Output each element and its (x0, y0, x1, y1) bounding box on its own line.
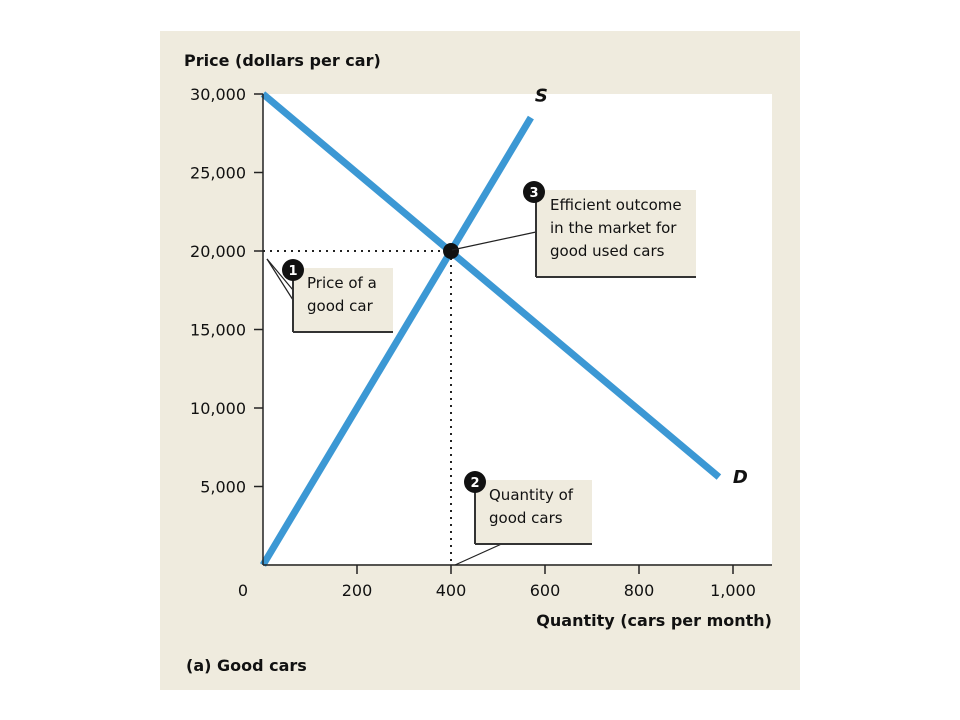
callout-number-badge (464, 471, 486, 493)
callout-number-badge (523, 181, 545, 203)
callout-2: Quantity of good cars 2 (454, 471, 592, 566)
callout-leader-line (266, 258, 294, 291)
y-tick-label: 20,000 (190, 242, 246, 261)
y-tick-label: 30,000 (190, 85, 246, 104)
callout-text-line: good cars (489, 509, 563, 527)
demand-curve (260, 91, 722, 480)
callout-number: 1 (288, 264, 297, 279)
callout-leader-line (451, 231, 537, 251)
callout-leader-line (266, 258, 294, 301)
callout-1: Price of a good car 1 (266, 258, 393, 333)
x-tick-label: 1,000 (710, 581, 756, 600)
y-tick-label: 10,000 (190, 399, 246, 418)
supply-curve (259, 115, 534, 567)
callout-box (475, 480, 592, 544)
callout-box (536, 190, 696, 277)
callout-text-line: good used cars (550, 242, 665, 260)
callout-text-line: Price of a (307, 274, 377, 292)
y-tick-label: 15,000 (190, 321, 246, 340)
callout-text-line: in the market for (550, 219, 677, 237)
callout-3: Efficient outcome in the market for good u… (451, 181, 696, 278)
y-tick-label: 25,000 (190, 164, 246, 183)
callout-number-badge (282, 259, 304, 281)
x-tick-label: 600 (530, 581, 561, 600)
callout-box (293, 268, 393, 332)
callout-text-line: good car (307, 297, 374, 315)
callout-text-line: Quantity of (489, 486, 574, 504)
x-tick-label: 400 (436, 581, 467, 600)
demand-curve-label: D (733, 467, 748, 488)
y-axis-label: Price (dollars per car) (184, 51, 381, 70)
equilibrium-point (443, 243, 459, 259)
supply-curve-label: S (535, 86, 548, 107)
x-tick-label: 200 (342, 581, 373, 600)
callout-number: 3 (529, 186, 538, 201)
callout-number: 2 (470, 476, 479, 491)
figure-caption: (a) Good cars (186, 656, 307, 675)
x-axis-label: Quantity (cars per month) (536, 611, 772, 630)
x-tick-label: 0 (238, 581, 248, 600)
callout-text-line: Efficient outcome (550, 196, 682, 214)
y-tick-label: 5,000 (200, 478, 246, 497)
x-tick-label: 800 (624, 581, 655, 600)
